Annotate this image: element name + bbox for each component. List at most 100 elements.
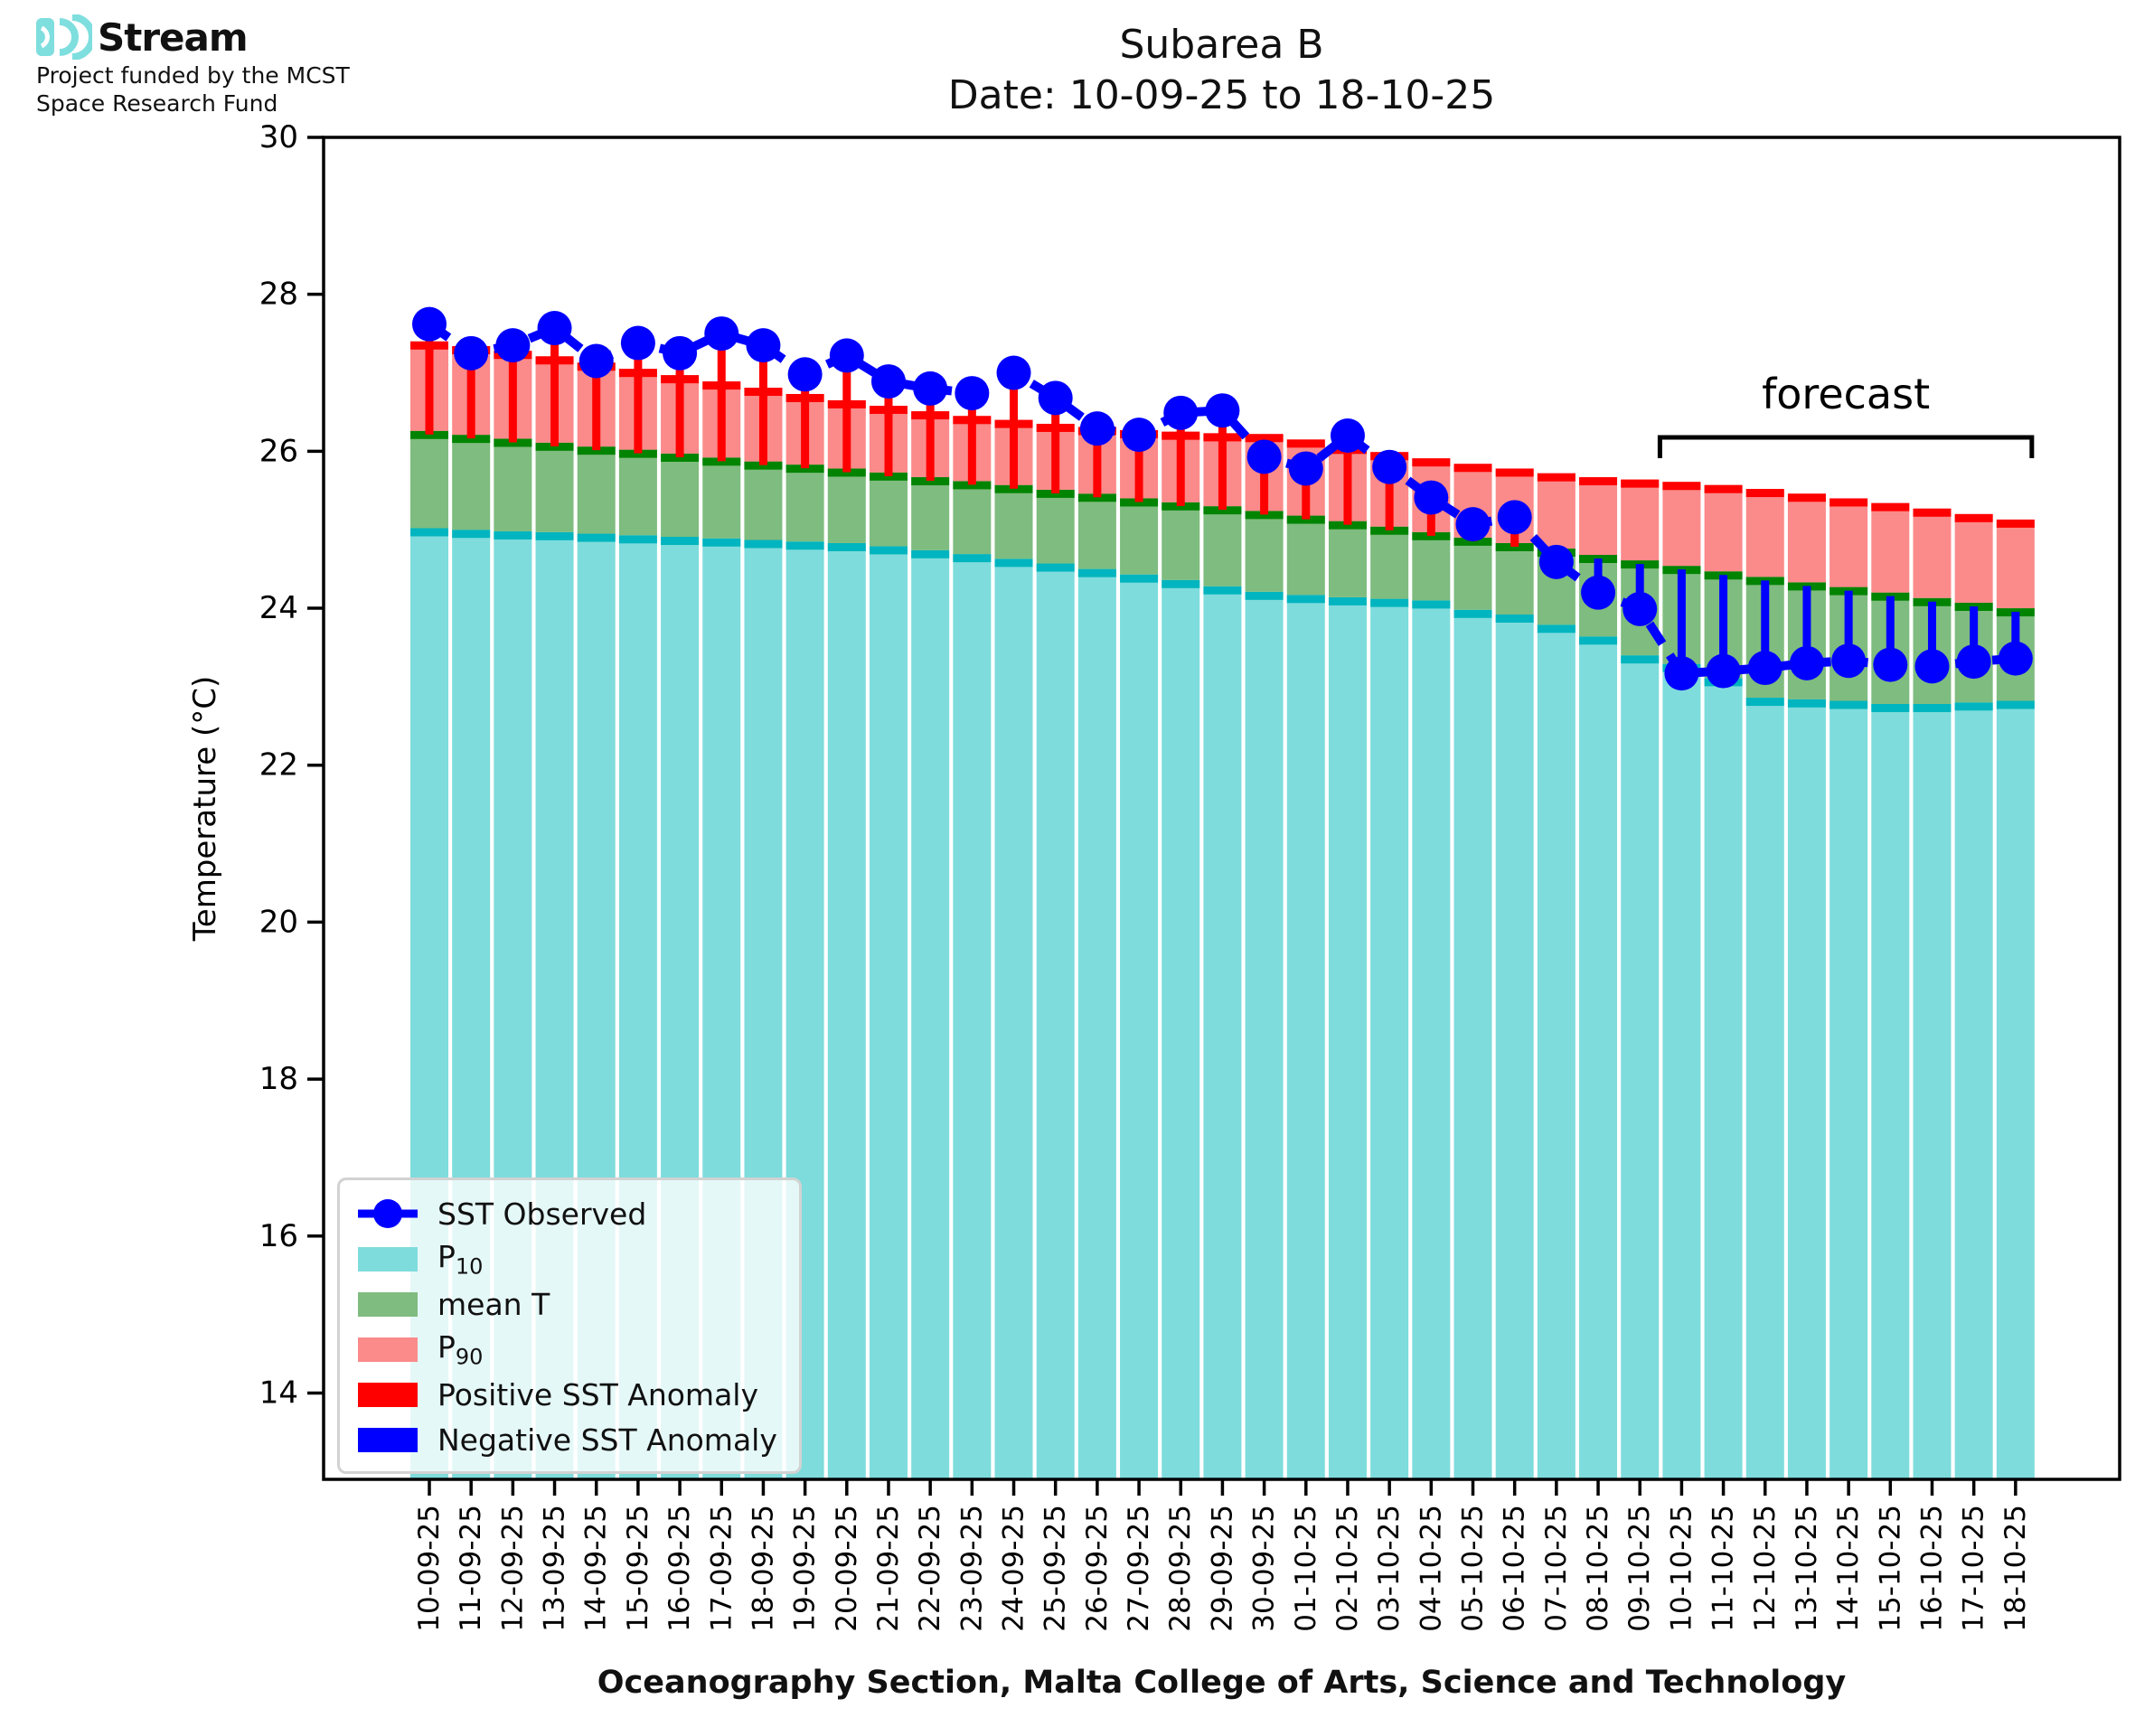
sst-observed-dot xyxy=(1873,647,1908,682)
sst-observed-dot xyxy=(870,364,906,399)
mean-t-cap xyxy=(1036,489,1075,498)
p10-cap xyxy=(452,530,491,539)
x-tick-label: 24-09-25 xyxy=(998,1505,1030,1632)
x-tick-label: 18-09-25 xyxy=(747,1505,779,1632)
p10-cap xyxy=(1745,698,1784,707)
y-axis-title: Temperature (°C) xyxy=(187,676,223,942)
x-axis-caption: Oceanography Section, Malta College of A… xyxy=(597,1665,1847,1701)
x-tick-label: 19-09-25 xyxy=(789,1505,822,1632)
x-tick-label: 01-10-25 xyxy=(1290,1505,1322,1632)
sst-observed-dot xyxy=(412,306,447,342)
p10-bar xyxy=(1120,574,1159,1479)
p90-bar xyxy=(1913,508,1952,598)
x-tick-label: 06-10-25 xyxy=(1499,1505,1531,1632)
x-tick-label: 15-10-25 xyxy=(1874,1505,1906,1632)
mean-t-cap xyxy=(1077,493,1116,502)
mean-t-cap xyxy=(494,438,532,447)
mean-t-bar xyxy=(869,472,908,547)
p10-cap xyxy=(410,528,448,537)
p90-bar xyxy=(1537,473,1576,549)
mean-t-cap xyxy=(953,481,992,490)
p10-bar xyxy=(827,542,866,1480)
legend-item-mean-t: mean T xyxy=(358,1285,781,1323)
x-tick-label: 14-10-25 xyxy=(1832,1505,1865,1632)
mean-t-bar xyxy=(577,446,616,534)
p90-cap xyxy=(1286,439,1325,448)
p10-cap xyxy=(1621,655,1660,664)
sst-observed-dot xyxy=(454,335,489,371)
p10-cap xyxy=(1370,598,1409,607)
p10-bar xyxy=(1996,700,2035,1479)
mean-t-cap xyxy=(1495,542,1534,551)
p10-cap xyxy=(785,541,824,550)
x-tick-label: 29-09-25 xyxy=(1206,1505,1238,1632)
x-tick-label: 30-09-25 xyxy=(1248,1505,1281,1632)
sst-observed-dot xyxy=(1581,575,1616,610)
sst-observed-dot xyxy=(1330,418,1365,453)
mean-t-cap xyxy=(744,461,783,470)
sst-observed-dot xyxy=(829,338,864,373)
p10-cap xyxy=(1913,704,1952,712)
p10-cap xyxy=(1286,595,1325,604)
sst-observed-dot xyxy=(1956,644,1991,680)
mean-t-bar xyxy=(744,461,783,540)
sst-observed-dot xyxy=(1664,656,1699,691)
legend-label-sst: SST Observed xyxy=(437,1196,647,1232)
funding-line-1: Project funded by the MCST xyxy=(36,62,350,89)
x-tick-label: 02-10-25 xyxy=(1331,1505,1364,1632)
p10-bar xyxy=(1871,704,1910,1479)
sst-observed-dot xyxy=(1998,641,2033,676)
mean-t-bar xyxy=(661,453,700,538)
funding-line-2: Space Research Fund xyxy=(36,90,278,117)
sst-observed-dot xyxy=(1538,544,1574,579)
mean-t-cap xyxy=(1328,521,1367,530)
x-tick-label: 13-09-25 xyxy=(539,1505,571,1632)
x-tick-label: 12-10-25 xyxy=(1749,1505,1782,1632)
sst-observed-dot xyxy=(955,376,990,411)
p10-cap xyxy=(1203,586,1242,595)
sst-line-marker-icon xyxy=(358,1199,418,1228)
p10-cap xyxy=(744,540,783,549)
p10-cap xyxy=(994,558,1033,568)
p90-bar xyxy=(1829,498,1868,587)
p90-cap xyxy=(1745,489,1784,498)
p90-cap xyxy=(1537,473,1576,482)
sst-observed-dot xyxy=(495,328,531,363)
p10-cap xyxy=(702,538,741,547)
mean-t-cap xyxy=(1453,537,1492,546)
p90-cap xyxy=(1245,434,1284,443)
p10-bar xyxy=(1412,600,1451,1479)
x-tick-label: 27-09-25 xyxy=(1123,1505,1155,1632)
y-tick-label: 18 xyxy=(259,1061,298,1097)
p90-cap xyxy=(1495,468,1534,477)
chart-title-block: Subarea B Date: 10-09-25 to 18-10-25 xyxy=(324,20,2120,121)
p90-bar xyxy=(1787,493,1826,583)
mean-t-cap xyxy=(1412,531,1451,540)
p10-cap xyxy=(869,546,908,555)
p90-bar xyxy=(1579,477,1618,555)
p10-bar xyxy=(1954,702,1993,1479)
chart-subtitle: Date: 10-09-25 to 18-10-25 xyxy=(947,72,1496,118)
p90-cap xyxy=(1453,464,1492,473)
p10-bar xyxy=(1328,596,1367,1479)
x-tick-label: 28-09-25 xyxy=(1164,1505,1197,1632)
p10-bar xyxy=(1495,615,1534,1479)
mean-t-cap xyxy=(827,468,866,477)
p90-bar xyxy=(1954,513,1993,603)
p10-bar xyxy=(869,546,908,1479)
p10-cap xyxy=(1996,700,2035,709)
sst-observed-dot xyxy=(1831,643,1867,679)
mean-t-cap xyxy=(535,442,574,451)
mean-t-cap xyxy=(1286,515,1325,524)
p10-cap xyxy=(1537,624,1576,633)
p10-cap xyxy=(1328,596,1367,605)
mean-t-cap xyxy=(785,464,824,474)
sst-observed-dot xyxy=(704,316,739,352)
p10-cap xyxy=(1245,591,1284,600)
mean-t-cap xyxy=(577,446,616,455)
mean-t-bar xyxy=(1162,502,1200,580)
mean-t-bar xyxy=(452,435,491,530)
p10-cap xyxy=(535,531,574,540)
p10-bar xyxy=(911,549,950,1479)
p10-bar xyxy=(1370,598,1409,1479)
